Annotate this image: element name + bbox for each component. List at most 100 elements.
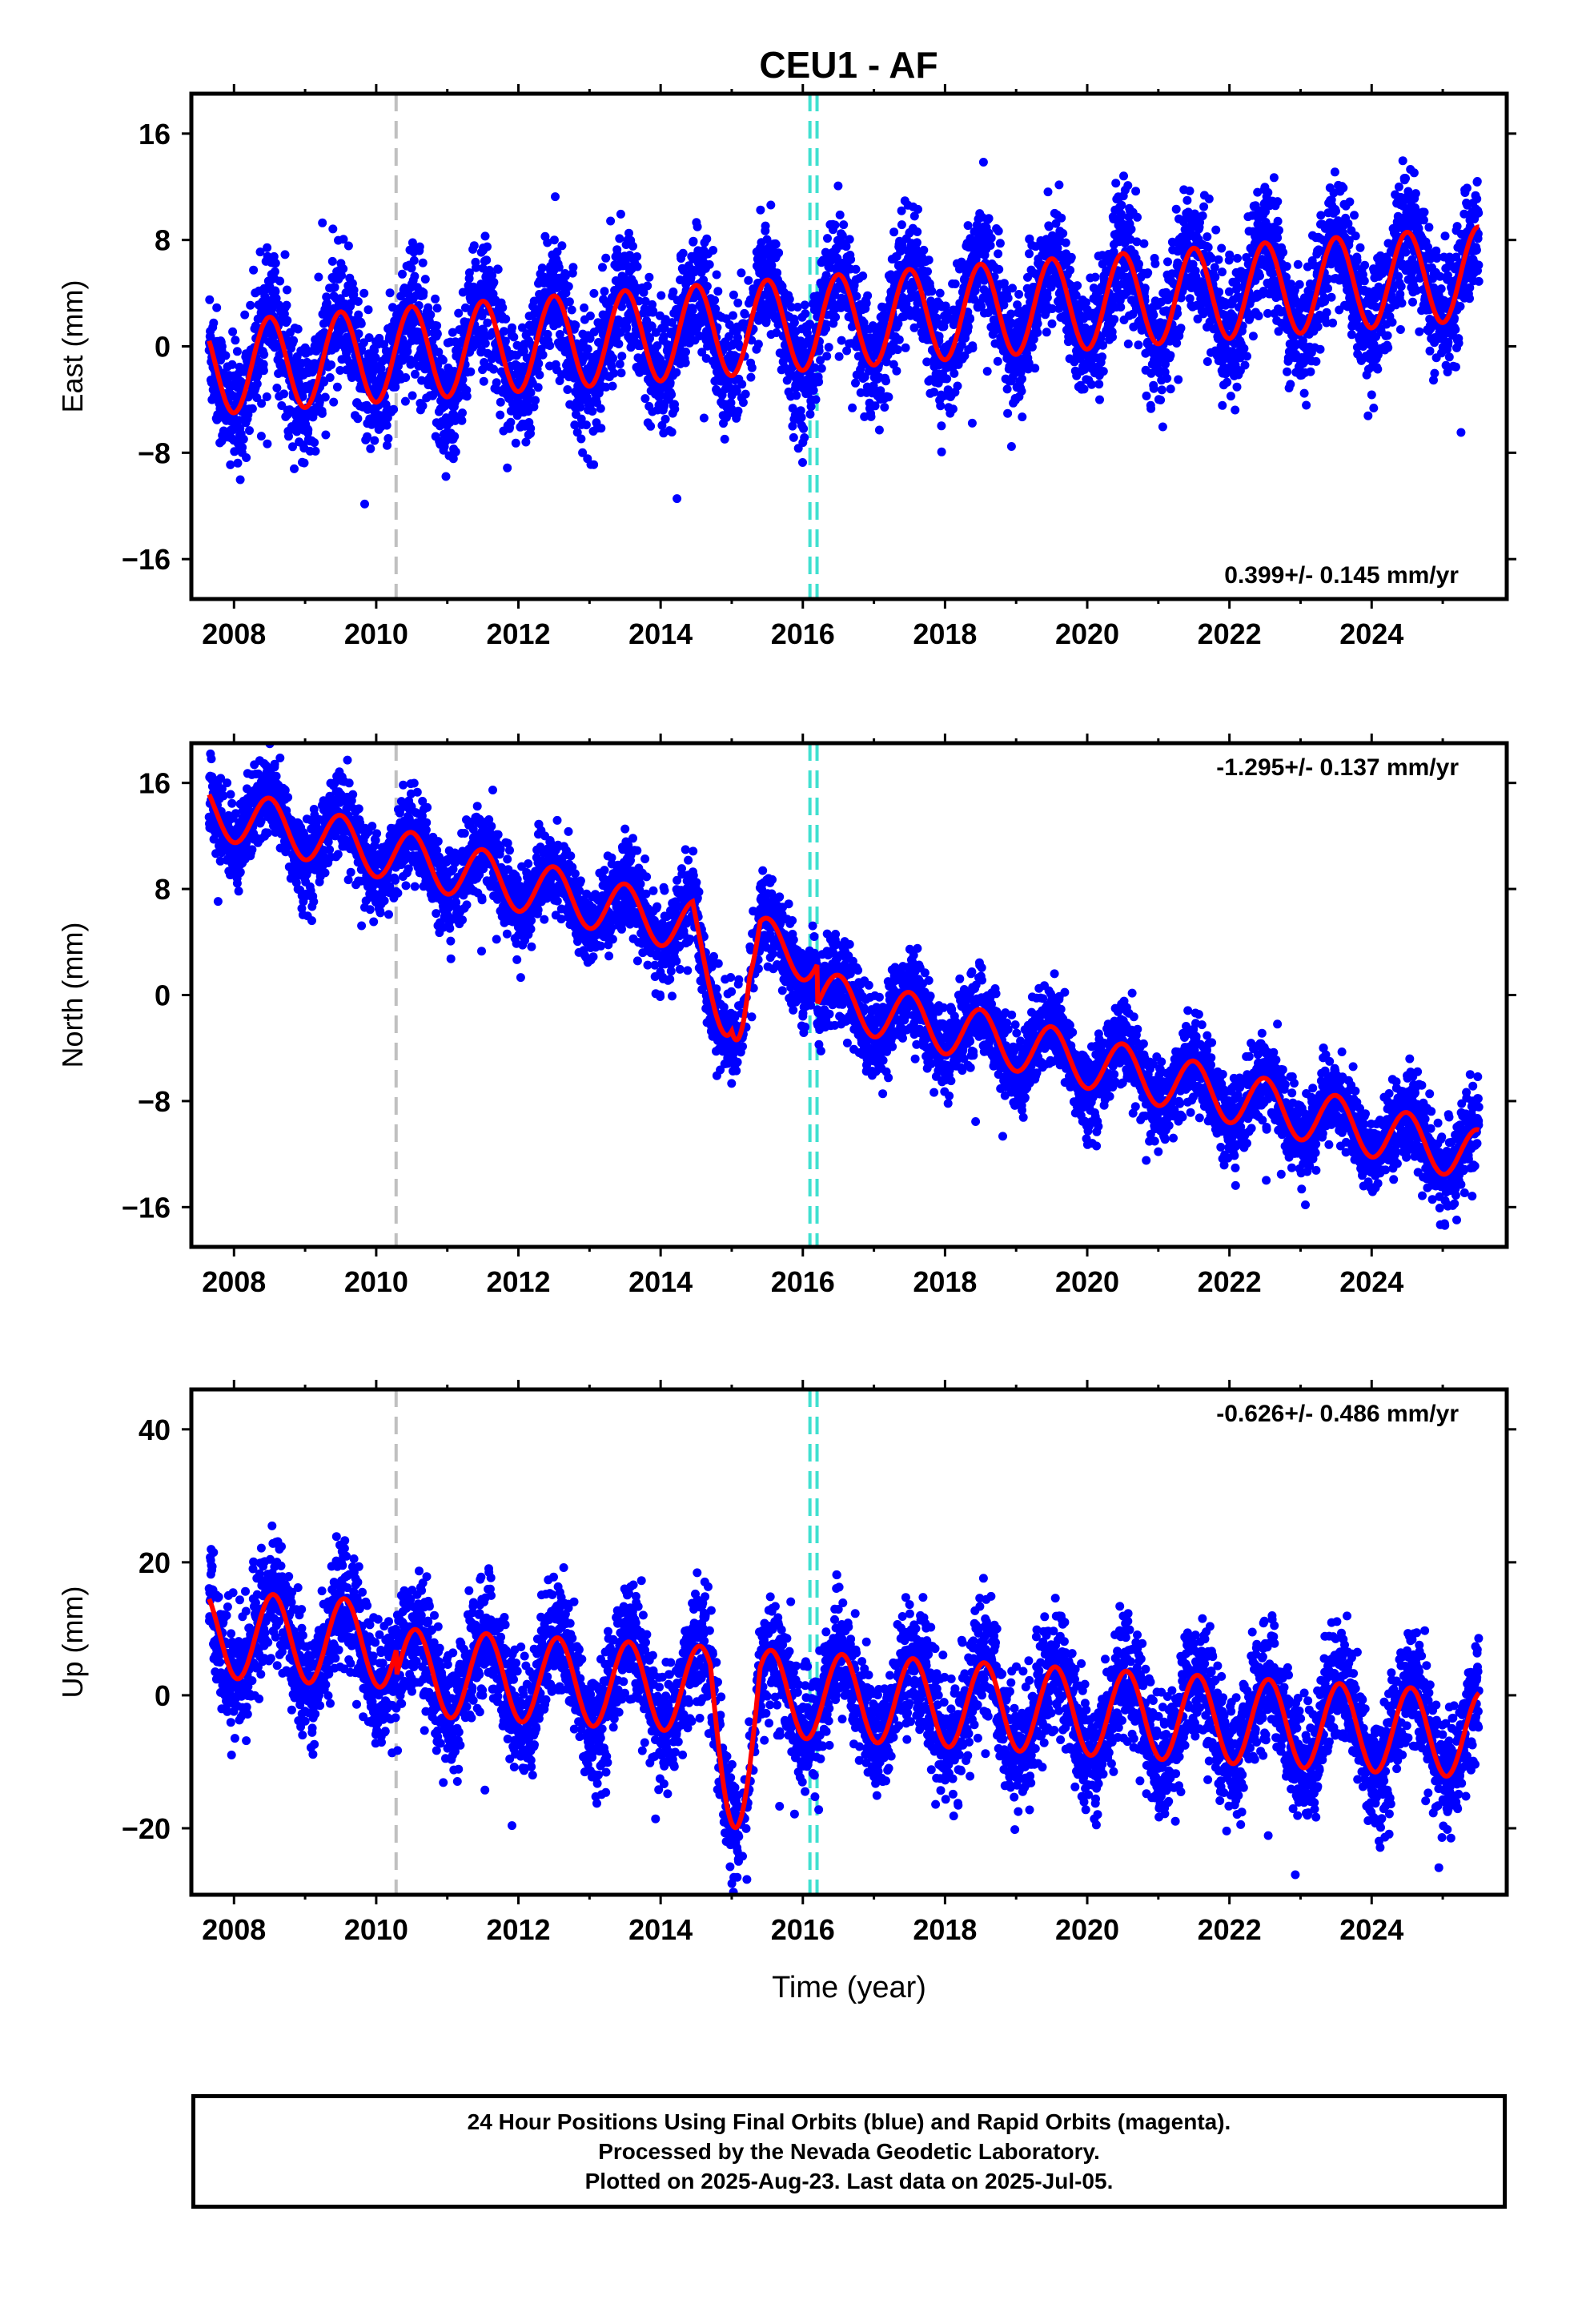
observation-point xyxy=(881,376,890,386)
observation-point xyxy=(1134,259,1143,269)
observation-point xyxy=(800,300,809,310)
observation-point xyxy=(1133,212,1142,222)
observation-point xyxy=(1150,259,1160,268)
observation-point xyxy=(247,404,257,413)
observation-point xyxy=(403,347,412,356)
observation-point xyxy=(280,250,290,259)
observation-point xyxy=(279,389,289,399)
observation-point xyxy=(617,352,627,361)
observation-point xyxy=(555,330,564,339)
observation-point xyxy=(563,385,572,394)
observation-point xyxy=(823,234,832,243)
observation-point xyxy=(830,220,840,230)
observation-point xyxy=(347,373,357,382)
observation-point xyxy=(699,413,709,423)
observation-point xyxy=(526,388,536,397)
observation-point xyxy=(747,363,757,372)
observation-point xyxy=(1126,224,1136,234)
observation-point xyxy=(1306,367,1315,376)
observation-point xyxy=(480,339,490,348)
observation-point xyxy=(601,382,611,392)
observation-point xyxy=(489,364,499,374)
plot-title: CEU1 - AF xyxy=(759,44,938,86)
observation-point xyxy=(1139,239,1149,248)
observation-point xyxy=(561,288,571,298)
observation-point xyxy=(407,263,416,273)
observation-point xyxy=(753,340,763,349)
observation-point xyxy=(1149,310,1158,320)
observation-point xyxy=(1025,249,1034,259)
observation-point xyxy=(332,382,342,392)
observation-point xyxy=(251,321,260,331)
observation-point xyxy=(1057,213,1066,223)
observation-point xyxy=(713,287,723,296)
observation-point xyxy=(861,299,871,308)
observation-point xyxy=(272,384,282,392)
observation-point xyxy=(383,434,393,443)
observation-point xyxy=(1140,283,1150,293)
observation-point xyxy=(1283,367,1292,376)
observation-point xyxy=(634,296,644,306)
observation-point xyxy=(1275,226,1283,235)
observation-point xyxy=(648,307,658,316)
observation-point xyxy=(464,268,474,278)
observation-point xyxy=(1214,255,1223,264)
observation-point xyxy=(212,303,222,312)
observation-point xyxy=(624,228,633,238)
observation-point xyxy=(1030,364,1040,373)
observation-point xyxy=(1094,380,1104,389)
observation-point xyxy=(252,379,262,388)
observation-point xyxy=(1302,400,1311,410)
observation-point xyxy=(366,444,375,453)
observation-point xyxy=(426,310,436,320)
observation-point xyxy=(967,418,977,428)
observation-point xyxy=(986,241,995,250)
observation-point xyxy=(339,264,348,274)
observation-point xyxy=(874,425,884,435)
observation-point xyxy=(385,288,395,298)
observation-point xyxy=(670,404,680,414)
observation-point xyxy=(950,368,959,378)
observation-point xyxy=(1328,318,1338,328)
observation-point xyxy=(1033,328,1042,337)
observation-point xyxy=(346,299,355,308)
observation-point xyxy=(937,421,946,431)
observation-point xyxy=(1198,211,1207,220)
observation-point xyxy=(801,309,810,319)
observation-point xyxy=(1166,351,1175,360)
observation-point xyxy=(483,318,492,328)
observation-point xyxy=(564,282,573,292)
observation-point xyxy=(323,299,332,308)
observation-point xyxy=(431,294,440,304)
observation-point xyxy=(1042,328,1051,337)
observation-point xyxy=(576,402,585,412)
observation-point xyxy=(549,235,559,245)
observation-point xyxy=(1322,308,1331,317)
observation-point xyxy=(1254,312,1263,320)
observation-point xyxy=(1017,386,1026,396)
observation-point xyxy=(968,344,978,353)
observation-point xyxy=(785,295,794,304)
observation-point xyxy=(913,204,922,214)
observation-point xyxy=(1002,384,1012,394)
observation-point xyxy=(1006,442,1016,451)
observation-point xyxy=(438,356,448,365)
observation-point xyxy=(792,391,801,400)
observation-point xyxy=(560,271,570,281)
observation-point xyxy=(419,287,428,297)
observation-point xyxy=(744,275,753,285)
observation-point xyxy=(927,287,937,296)
observation-point xyxy=(1203,243,1213,252)
observation-point xyxy=(462,392,472,401)
observation-point xyxy=(371,353,380,363)
observation-point xyxy=(702,282,712,291)
observation-point xyxy=(585,334,595,344)
observation-point xyxy=(948,404,958,414)
observation-point xyxy=(454,308,464,318)
observation-point xyxy=(645,334,654,344)
observation-point xyxy=(936,401,946,411)
observation-point xyxy=(615,360,624,369)
observation-point xyxy=(217,342,227,352)
observation-point xyxy=(1293,259,1303,269)
observation-point xyxy=(866,412,876,421)
